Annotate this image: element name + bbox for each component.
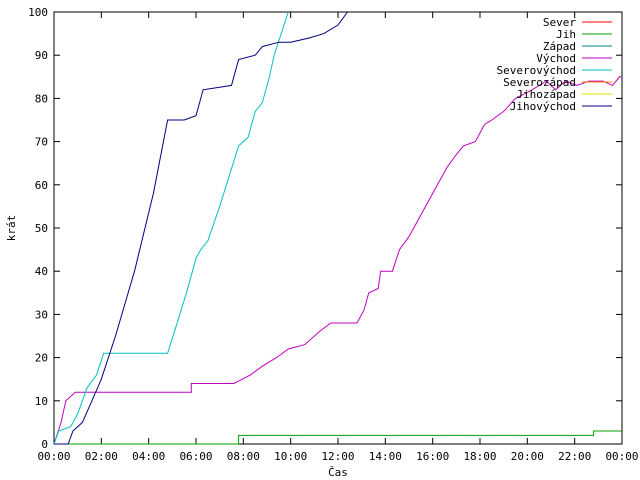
x-tick-label: 12:00 — [321, 450, 354, 463]
x-tick-label: 18:00 — [463, 450, 496, 463]
legend-label: Jih — [556, 28, 576, 41]
y-axis-label: krát — [5, 215, 18, 242]
legend-label: Západ — [543, 40, 576, 53]
y-tick-label: 80 — [35, 92, 48, 105]
y-tick-label: 10 — [35, 395, 48, 408]
legend-label: Severozápad — [503, 76, 576, 89]
y-tick-label: 30 — [35, 308, 48, 321]
legend-label: Severovýchod — [497, 64, 576, 77]
x-tick-label: 16:00 — [416, 450, 449, 463]
x-tick-label: 22:00 — [558, 450, 591, 463]
y-tick-label: 40 — [35, 265, 48, 278]
x-tick-label: 00:00 — [37, 450, 70, 463]
x-tick-label: 08:00 — [227, 450, 260, 463]
legend-label: Jihozápad — [516, 88, 576, 101]
x-tick-label: 10:00 — [274, 450, 307, 463]
series-lines — [53, 11, 622, 445]
y-tick-label: 70 — [35, 136, 48, 149]
series-line — [54, 430, 622, 445]
legend-label: Východ — [536, 52, 576, 65]
series-line — [53, 76, 622, 445]
x-tick-label: 04:00 — [132, 450, 165, 463]
x-axis-label: Čas — [328, 466, 348, 479]
y-tick-label: 60 — [35, 179, 48, 192]
y-tick-label: 20 — [35, 352, 48, 365]
y-tick-label: 50 — [35, 222, 48, 235]
y-tick-label: 100 — [28, 6, 48, 19]
x-tick-label: 20:00 — [511, 450, 544, 463]
legend-label: Sever — [543, 16, 576, 29]
series-line — [54, 11, 348, 445]
y-tick-label: 0 — [41, 438, 48, 451]
legend: SeverJihZápadVýchodSeverovýchodSeverozáp… — [497, 16, 612, 113]
axis-ticks: 0 10 20 30 40 50 60 70 80 90 100 00:00 02:00 04:00 06:… — [28, 6, 638, 463]
series-line — [53, 11, 289, 445]
x-tick-label: 00:00 — [605, 450, 638, 463]
legend-label: Jihovýchod — [510, 100, 576, 113]
x-tick-label: 06:00 — [179, 450, 212, 463]
x-tick-label: 02:00 — [85, 450, 118, 463]
x-tick-label: 14:00 — [369, 450, 402, 463]
y-tick-label: 90 — [35, 49, 48, 62]
